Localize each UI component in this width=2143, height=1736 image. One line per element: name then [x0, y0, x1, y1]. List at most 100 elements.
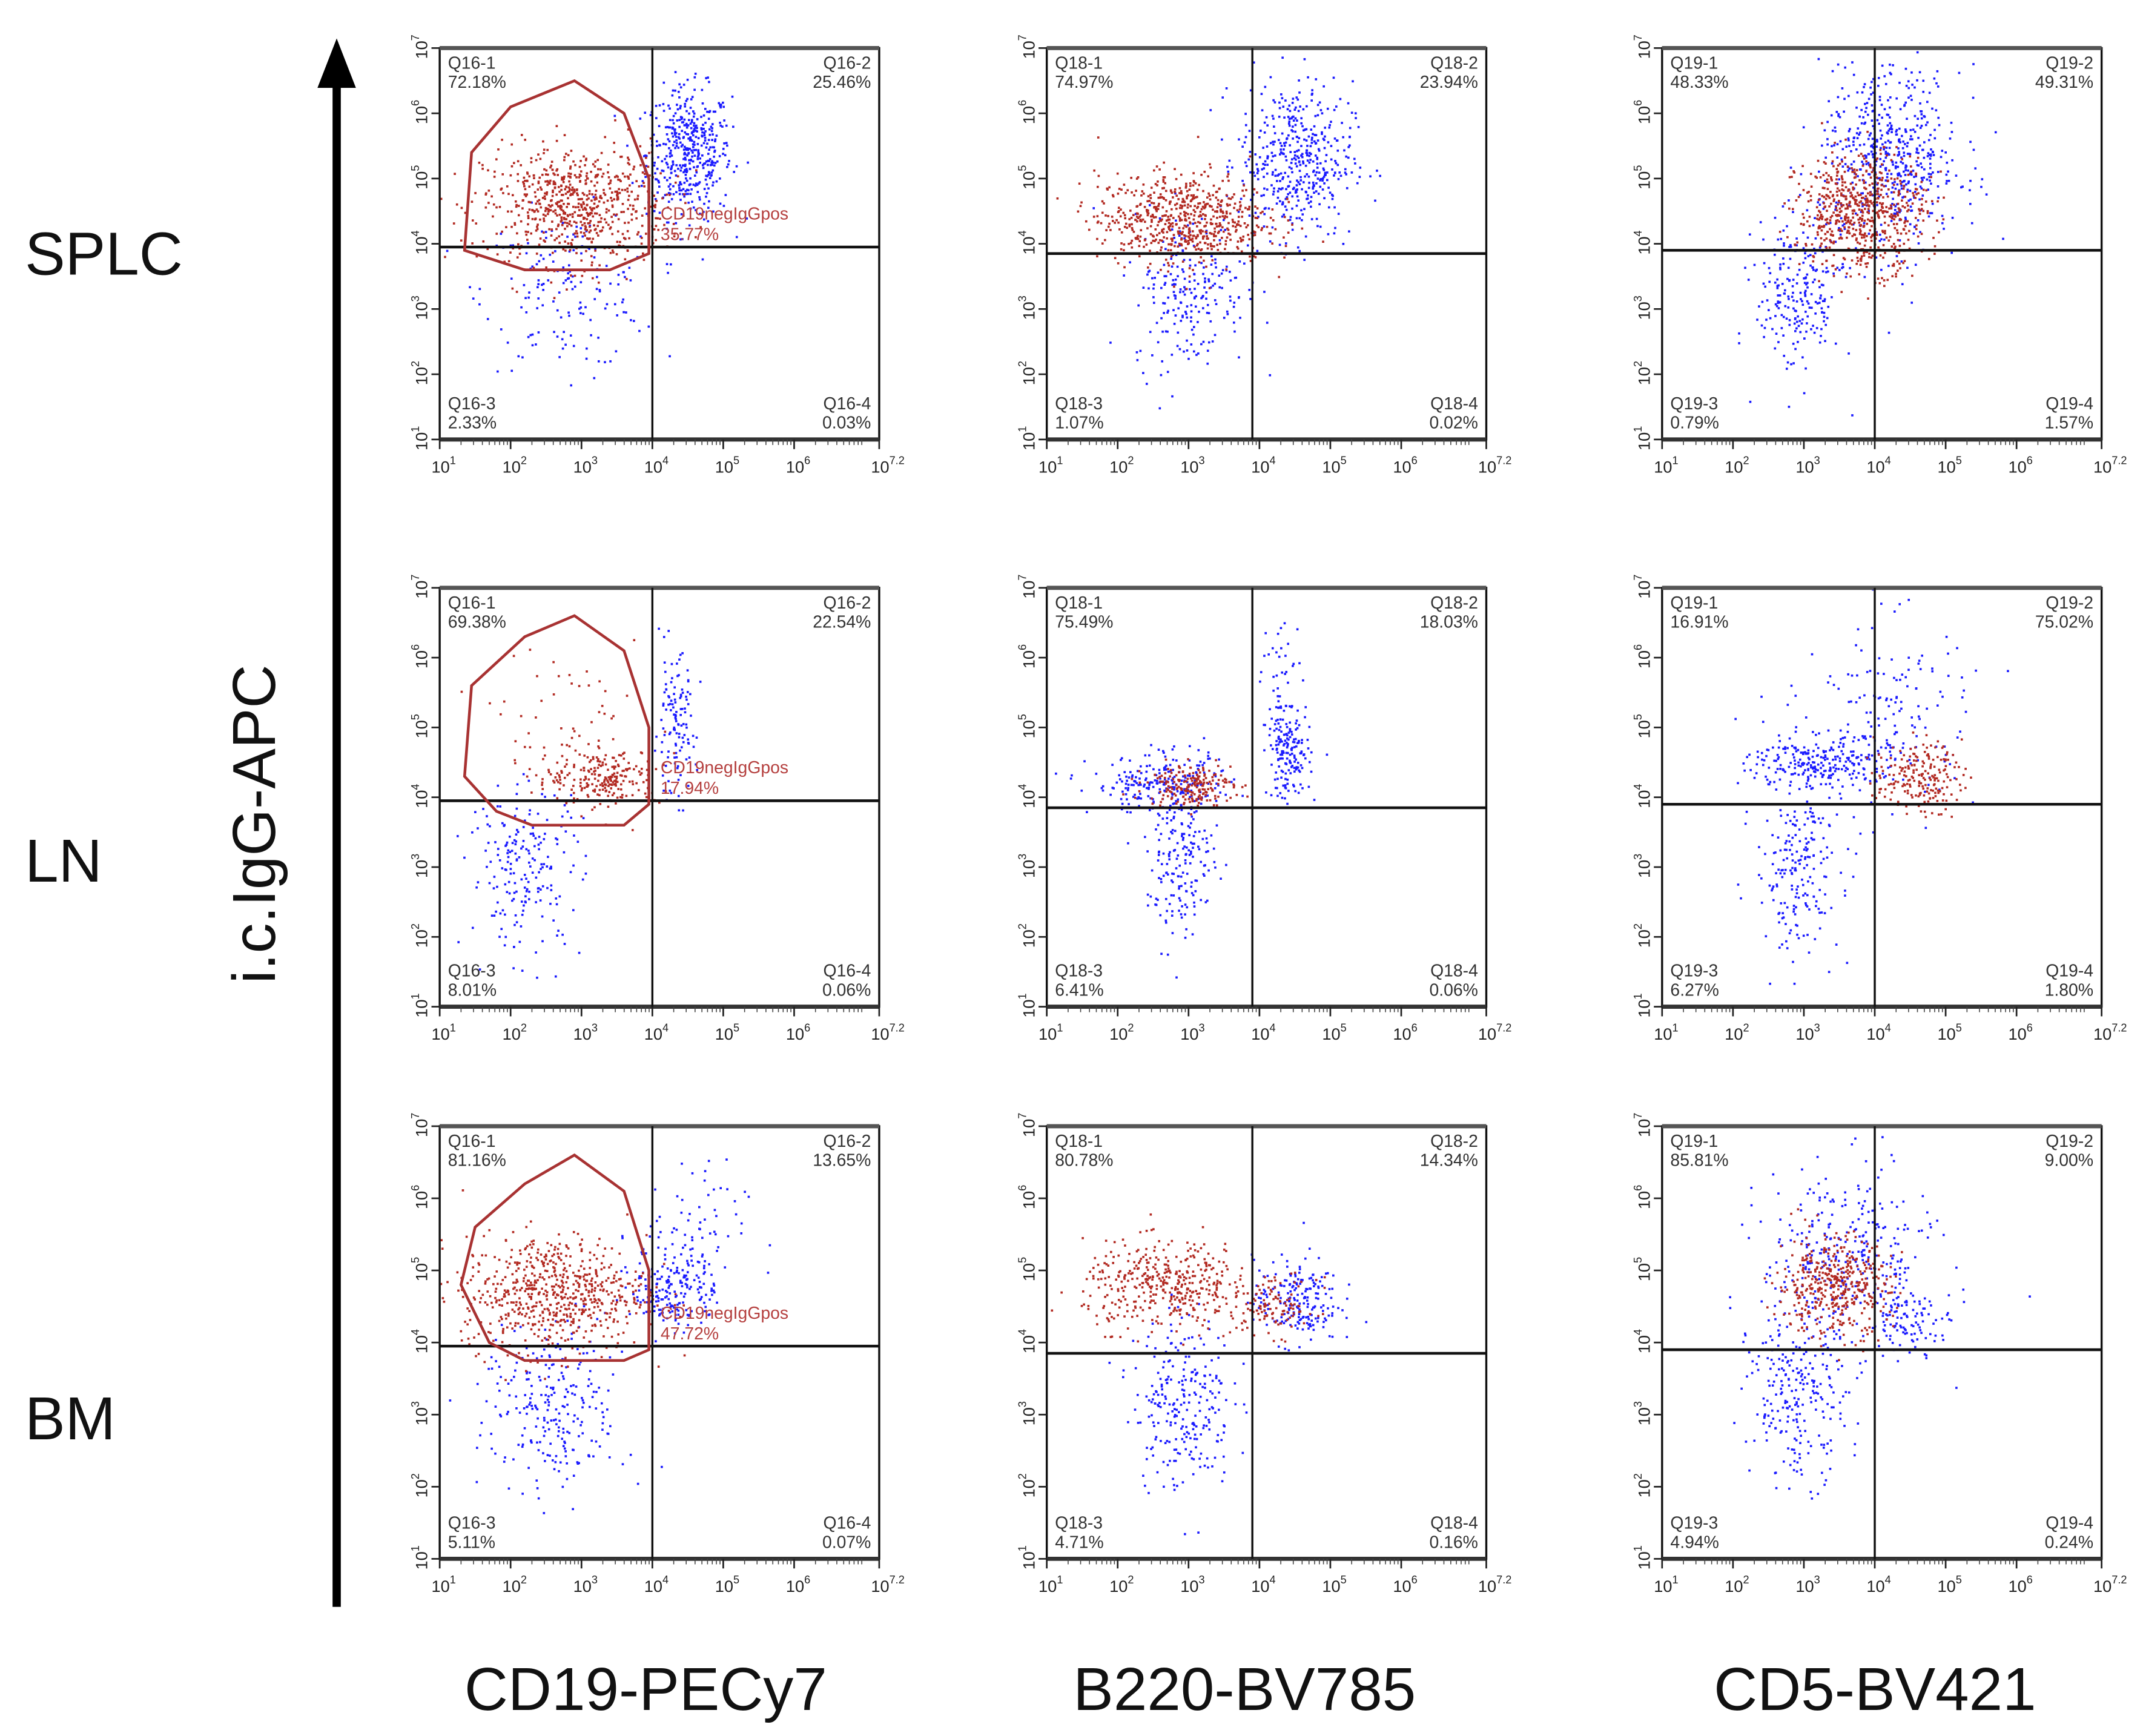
event-dot	[567, 264, 570, 267]
event-dot	[675, 720, 678, 722]
event-dot	[1828, 222, 1830, 225]
event-dot	[1855, 229, 1858, 231]
event-dot	[1910, 135, 1912, 137]
event-dot	[687, 785, 690, 787]
event-dot	[1889, 71, 1892, 74]
event-dot	[1321, 112, 1324, 114]
event-dot	[1249, 89, 1252, 92]
event-dot	[642, 252, 644, 255]
event-dot	[1238, 260, 1241, 263]
event-dot	[1205, 231, 1207, 233]
event-dot	[1832, 165, 1835, 168]
event-dot	[1342, 136, 1344, 139]
event-dot	[1778, 301, 1780, 304]
event-dot	[612, 773, 615, 776]
event-dot	[1851, 414, 1854, 417]
event-dot	[1296, 179, 1298, 182]
event-dot	[515, 793, 518, 796]
event-dot	[1792, 362, 1795, 365]
event-dot	[1210, 205, 1213, 208]
event-dot	[564, 211, 567, 214]
event-dot	[1806, 286, 1809, 289]
event-dot	[568, 745, 571, 748]
event-dot	[1855, 203, 1858, 206]
gate-polygon	[463, 614, 650, 827]
event-dot	[1115, 219, 1118, 222]
event-dot	[1937, 85, 1940, 88]
event-dot	[1138, 240, 1141, 243]
event-dot	[1856, 137, 1859, 139]
event-dot	[600, 197, 603, 200]
event-dot	[1221, 286, 1223, 289]
event-dot	[541, 866, 544, 869]
y-tick-label: 105	[1632, 165, 1654, 190]
event-dot	[1221, 138, 1223, 141]
event-dot	[1896, 212, 1899, 215]
event-dot	[538, 848, 540, 851]
event-dot	[1154, 183, 1157, 185]
event-dot	[1854, 201, 1857, 203]
event-dot	[1187, 194, 1190, 197]
event-dot	[1190, 316, 1192, 318]
event-dot	[1810, 293, 1813, 295]
event-dot	[1167, 249, 1170, 252]
event-dot	[1864, 181, 1867, 184]
event-dot	[1206, 235, 1208, 237]
event-dot	[1831, 296, 1833, 299]
event-dot	[1878, 114, 1881, 116]
event-dot	[1823, 320, 1825, 323]
event-dot	[555, 903, 558, 906]
event-dot	[670, 791, 673, 794]
event-dot	[569, 871, 572, 874]
event-dot	[587, 784, 589, 787]
event-dot	[546, 180, 549, 182]
event-dot	[657, 156, 659, 159]
event-dot	[1205, 203, 1208, 205]
event-dot	[2002, 237, 2004, 240]
event-dot	[1157, 208, 1160, 211]
event-dot	[1779, 266, 1781, 269]
event-dot	[506, 342, 509, 344]
event-dot	[687, 148, 690, 151]
event-dot	[1859, 168, 1862, 171]
event-dot	[1173, 237, 1175, 239]
event-dot	[726, 165, 728, 168]
event-dot	[1940, 170, 1942, 173]
event-dot	[1199, 241, 1201, 244]
event-dot	[1143, 245, 1145, 248]
event-dot	[1922, 219, 1925, 222]
event-dot	[1180, 301, 1182, 304]
event-dot	[557, 929, 560, 932]
event-dot	[1263, 207, 1266, 210]
event-dot	[1182, 271, 1185, 273]
event-dot	[641, 225, 644, 227]
event-dot	[1303, 259, 1306, 261]
event-dot	[704, 139, 707, 142]
event-dot	[1203, 259, 1205, 262]
event-dot	[1211, 259, 1214, 262]
event-dot	[1823, 129, 1826, 132]
event-dot	[542, 283, 545, 285]
event-dot	[680, 145, 683, 148]
event-dot	[1869, 246, 1872, 249]
event-dot	[501, 139, 503, 141]
event-dot	[1278, 243, 1281, 246]
event-dot	[1162, 197, 1165, 199]
event-dot	[1858, 144, 1861, 147]
event-dot	[1858, 273, 1861, 276]
event-dot	[583, 216, 585, 219]
event-dot	[516, 828, 518, 831]
event-dot	[1900, 187, 1903, 190]
event-dot	[1135, 190, 1137, 192]
event-dot	[667, 138, 670, 140]
event-dot	[1248, 289, 1251, 291]
event-dot	[1105, 229, 1108, 231]
event-dot	[1894, 245, 1897, 248]
event-dot	[535, 716, 537, 719]
event-dot	[1257, 216, 1260, 218]
event-dot	[1788, 406, 1791, 408]
event-dot	[714, 162, 717, 164]
event-dot	[1844, 66, 1846, 69]
event-dot	[611, 765, 614, 768]
event-dot	[546, 183, 549, 186]
